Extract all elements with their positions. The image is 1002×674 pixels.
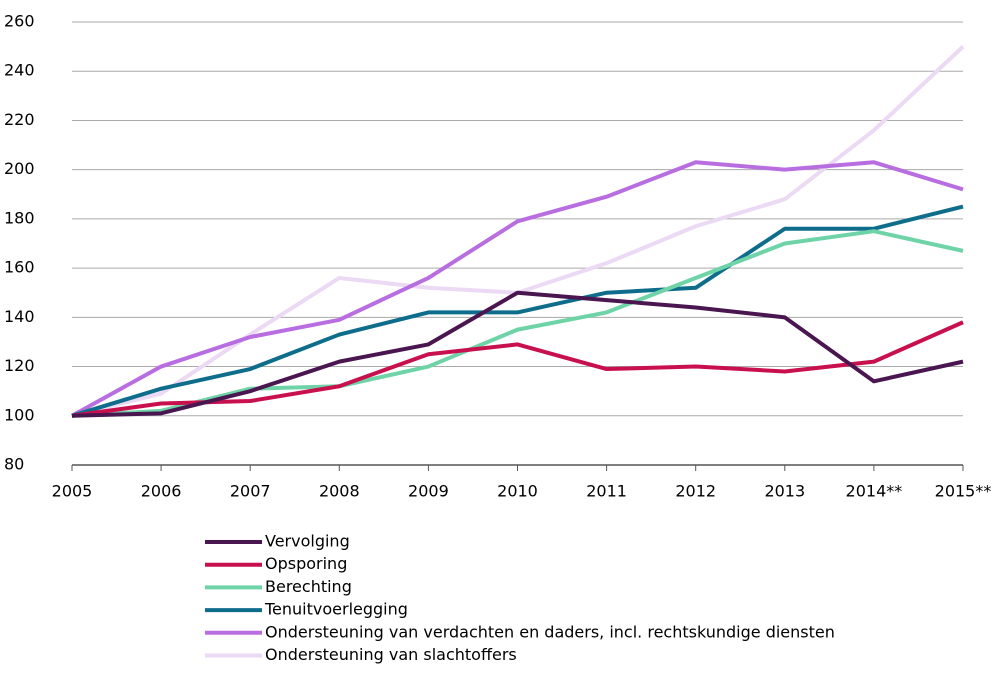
y-tick-label: 220 xyxy=(4,110,35,129)
series-line xyxy=(71,160,964,418)
legend-label: Vervolging xyxy=(265,532,350,551)
x-tick-label: 2008 xyxy=(319,482,360,501)
x-tick-label: 2007 xyxy=(230,482,271,501)
y-tick-label: 260 xyxy=(4,12,35,31)
y-tick-label: 200 xyxy=(4,159,35,178)
x-tick-label: 2014** xyxy=(846,482,903,501)
y-tick-label: 80 xyxy=(4,455,24,474)
series-line xyxy=(71,204,964,418)
x-tick-label: 2009 xyxy=(408,482,449,501)
legend-label: Berechting xyxy=(265,577,352,596)
x-tick-label: 2006 xyxy=(141,482,182,501)
y-tick-label: 120 xyxy=(4,356,35,375)
legend-label: Ondersteuning van verdachten en daders, … xyxy=(265,622,835,641)
y-tick-label: 100 xyxy=(4,405,35,424)
x-tick-label: 2015** xyxy=(935,482,992,501)
legend-label: Ondersteuning van slachtoffers xyxy=(265,645,517,664)
y-tick-label: 160 xyxy=(4,258,35,277)
series-line xyxy=(71,290,964,418)
x-tick-label: 2005 xyxy=(52,482,93,501)
x-tick-label: 2012 xyxy=(675,482,716,501)
y-tick-label: 140 xyxy=(4,307,35,326)
y-tick-label: 240 xyxy=(4,61,35,80)
legend-label: Tenuitvoerlegging xyxy=(264,600,408,619)
series-line xyxy=(71,229,964,418)
x-tick-label: 2013 xyxy=(764,482,805,501)
y-tick-label: 180 xyxy=(4,208,35,227)
series-line xyxy=(71,45,965,418)
x-tick-label: 2011 xyxy=(586,482,627,501)
series-line xyxy=(71,320,964,418)
x-tick-label: 2010 xyxy=(497,482,538,501)
legend-label: Opsporing xyxy=(265,554,347,573)
